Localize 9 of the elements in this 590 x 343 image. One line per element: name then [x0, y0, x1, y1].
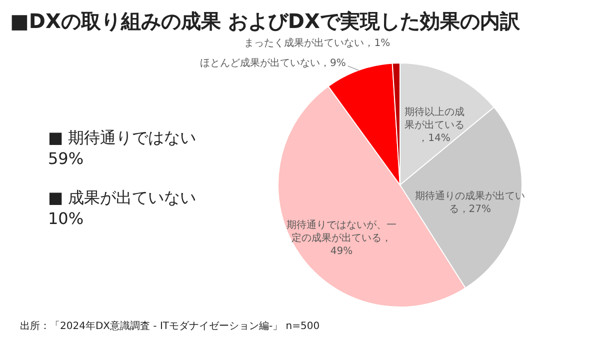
text: 出所：「2024年DX意識調査 - ITモダナイゼーション編-」 n=500 [20, 320, 320, 332]
slice-label: 期待通りの成果が出ている，27% [414, 190, 525, 216]
text: ■ 期待通りではない 59% [48, 128, 196, 168]
chart-title: ■DXの取り組みの成果 およびDXで実現した効果の内訳 [10, 9, 521, 33]
slice-label: 期待以上の成果が出ている，14% [404, 106, 464, 144]
text: ■ 成果が出ていない 10% [48, 188, 196, 228]
slice-label: ほとんど成果が出ていない，9% [200, 57, 346, 69]
slice-label: 期待通りではないが、一定の成果が出ている，49% [286, 218, 396, 257]
slice-label: まったく成果が出ていない，1% [244, 37, 390, 49]
